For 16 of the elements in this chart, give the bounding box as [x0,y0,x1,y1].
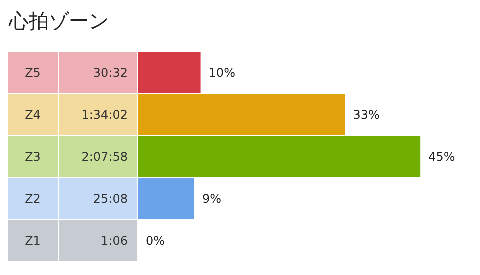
data-label: 10% [208,66,236,80]
y-tick-label: Z3 [25,150,41,164]
text: 1:06 [101,234,128,248]
y-tick-label: Z2 [25,192,41,206]
text: 25:08 [93,192,128,206]
chart-title: 心拍ゾーン [8,9,109,33]
data-label: 9% [202,192,222,206]
y-tick-label: Z1 [25,234,41,248]
y-tick-label: Z5 [25,66,41,80]
data-label: 33% [353,108,380,122]
data-label: 0% [146,234,166,248]
text: 30:32 [93,66,128,80]
data-label: 45% [428,150,456,164]
text: 2:07:58 [82,150,128,164]
text: 1:34:02 [82,108,128,122]
y-tick-label: Z4 [25,108,41,122]
